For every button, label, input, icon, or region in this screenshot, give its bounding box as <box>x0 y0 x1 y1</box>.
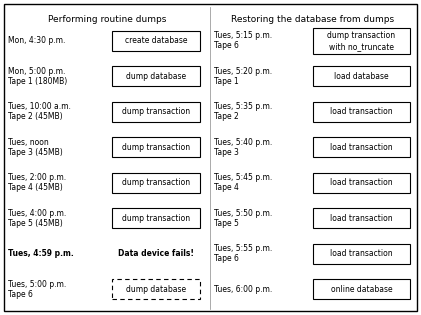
Text: Tape 6: Tape 6 <box>8 290 33 299</box>
Bar <box>313 244 410 264</box>
Bar <box>313 28 410 54</box>
Text: Data device fails!: Data device fails! <box>118 249 194 258</box>
Text: Tues, 2:00 p.m.: Tues, 2:00 p.m. <box>8 173 66 182</box>
Bar <box>313 279 410 299</box>
Text: Tues, 4:59 p.m.: Tues, 4:59 p.m. <box>8 249 74 258</box>
Text: Tape 2: Tape 2 <box>214 112 239 121</box>
Text: Tues, 6:00 p.m.: Tues, 6:00 p.m. <box>214 285 272 294</box>
Text: Tues, 5:40 p.m.: Tues, 5:40 p.m. <box>214 138 272 147</box>
Text: load transaction: load transaction <box>330 249 393 258</box>
Text: Tape 6: Tape 6 <box>214 254 239 263</box>
Text: Tape 5: Tape 5 <box>214 219 239 228</box>
Text: dump transaction: dump transaction <box>122 214 190 223</box>
Text: Tape 4 (45MB): Tape 4 (45MB) <box>8 183 63 192</box>
Text: Tues, 4:00 p.m.: Tues, 4:00 p.m. <box>8 209 66 218</box>
Text: dump database: dump database <box>126 285 186 294</box>
Text: Tape 6: Tape 6 <box>214 41 239 50</box>
Text: Tues, 5:45 p.m.: Tues, 5:45 p.m. <box>214 173 272 182</box>
Bar <box>112 209 200 228</box>
Bar <box>313 137 410 157</box>
Text: dump transaction: dump transaction <box>122 178 190 187</box>
Text: load transaction: load transaction <box>330 214 393 223</box>
Text: dump transaction: dump transaction <box>122 107 190 116</box>
Text: Mon, 4:30 p.m.: Mon, 4:30 p.m. <box>8 36 65 45</box>
Text: Tape 4: Tape 4 <box>214 183 239 192</box>
Bar <box>112 31 200 50</box>
Text: dump database: dump database <box>126 72 186 81</box>
Text: Tape 1: Tape 1 <box>214 77 239 86</box>
Bar <box>313 173 410 192</box>
Text: dump transaction
with no_truncate: dump transaction with no_truncate <box>328 31 396 51</box>
Text: Tues, 5:20 p.m.: Tues, 5:20 p.m. <box>214 67 272 76</box>
Bar <box>112 66 200 86</box>
Text: Tape 3: Tape 3 <box>214 148 239 157</box>
Text: Restoring the database from dumps: Restoring the database from dumps <box>232 15 394 24</box>
Text: Tues, 5:15 p.m.: Tues, 5:15 p.m. <box>214 31 272 40</box>
Text: Tues, 5:55 p.m.: Tues, 5:55 p.m. <box>214 244 272 253</box>
Text: load database: load database <box>334 72 389 81</box>
Text: Mon, 5:00 p.m.: Mon, 5:00 p.m. <box>8 67 65 76</box>
Text: Tues, 5:35 p.m.: Tues, 5:35 p.m. <box>214 102 272 111</box>
Text: load transaction: load transaction <box>330 178 393 187</box>
Text: Tues, 10:00 a.m.: Tues, 10:00 a.m. <box>8 102 71 111</box>
Bar <box>313 209 410 228</box>
Bar <box>112 137 200 157</box>
Text: Tues, 5:00 p.m.: Tues, 5:00 p.m. <box>8 280 66 289</box>
Text: Tape 3 (45MB): Tape 3 (45MB) <box>8 148 63 157</box>
Bar <box>313 66 410 86</box>
Text: dump transaction: dump transaction <box>122 143 190 152</box>
Bar <box>112 102 200 122</box>
Bar <box>313 102 410 122</box>
Text: Tues, noon: Tues, noon <box>8 138 49 147</box>
Text: Tues, 5:50 p.m.: Tues, 5:50 p.m. <box>214 209 272 218</box>
Text: load transaction: load transaction <box>330 107 393 116</box>
Text: load transaction: load transaction <box>330 143 393 152</box>
Text: create database: create database <box>125 36 187 45</box>
Text: Performing routine dumps: Performing routine dumps <box>48 15 166 24</box>
Text: online database: online database <box>330 285 392 294</box>
Text: Tape 2 (45MB): Tape 2 (45MB) <box>8 112 63 121</box>
Bar <box>112 173 200 192</box>
Text: Tape 1 (180MB): Tape 1 (180MB) <box>8 77 67 86</box>
Bar <box>112 279 200 299</box>
Text: Tape 5 (45MB): Tape 5 (45MB) <box>8 219 63 228</box>
